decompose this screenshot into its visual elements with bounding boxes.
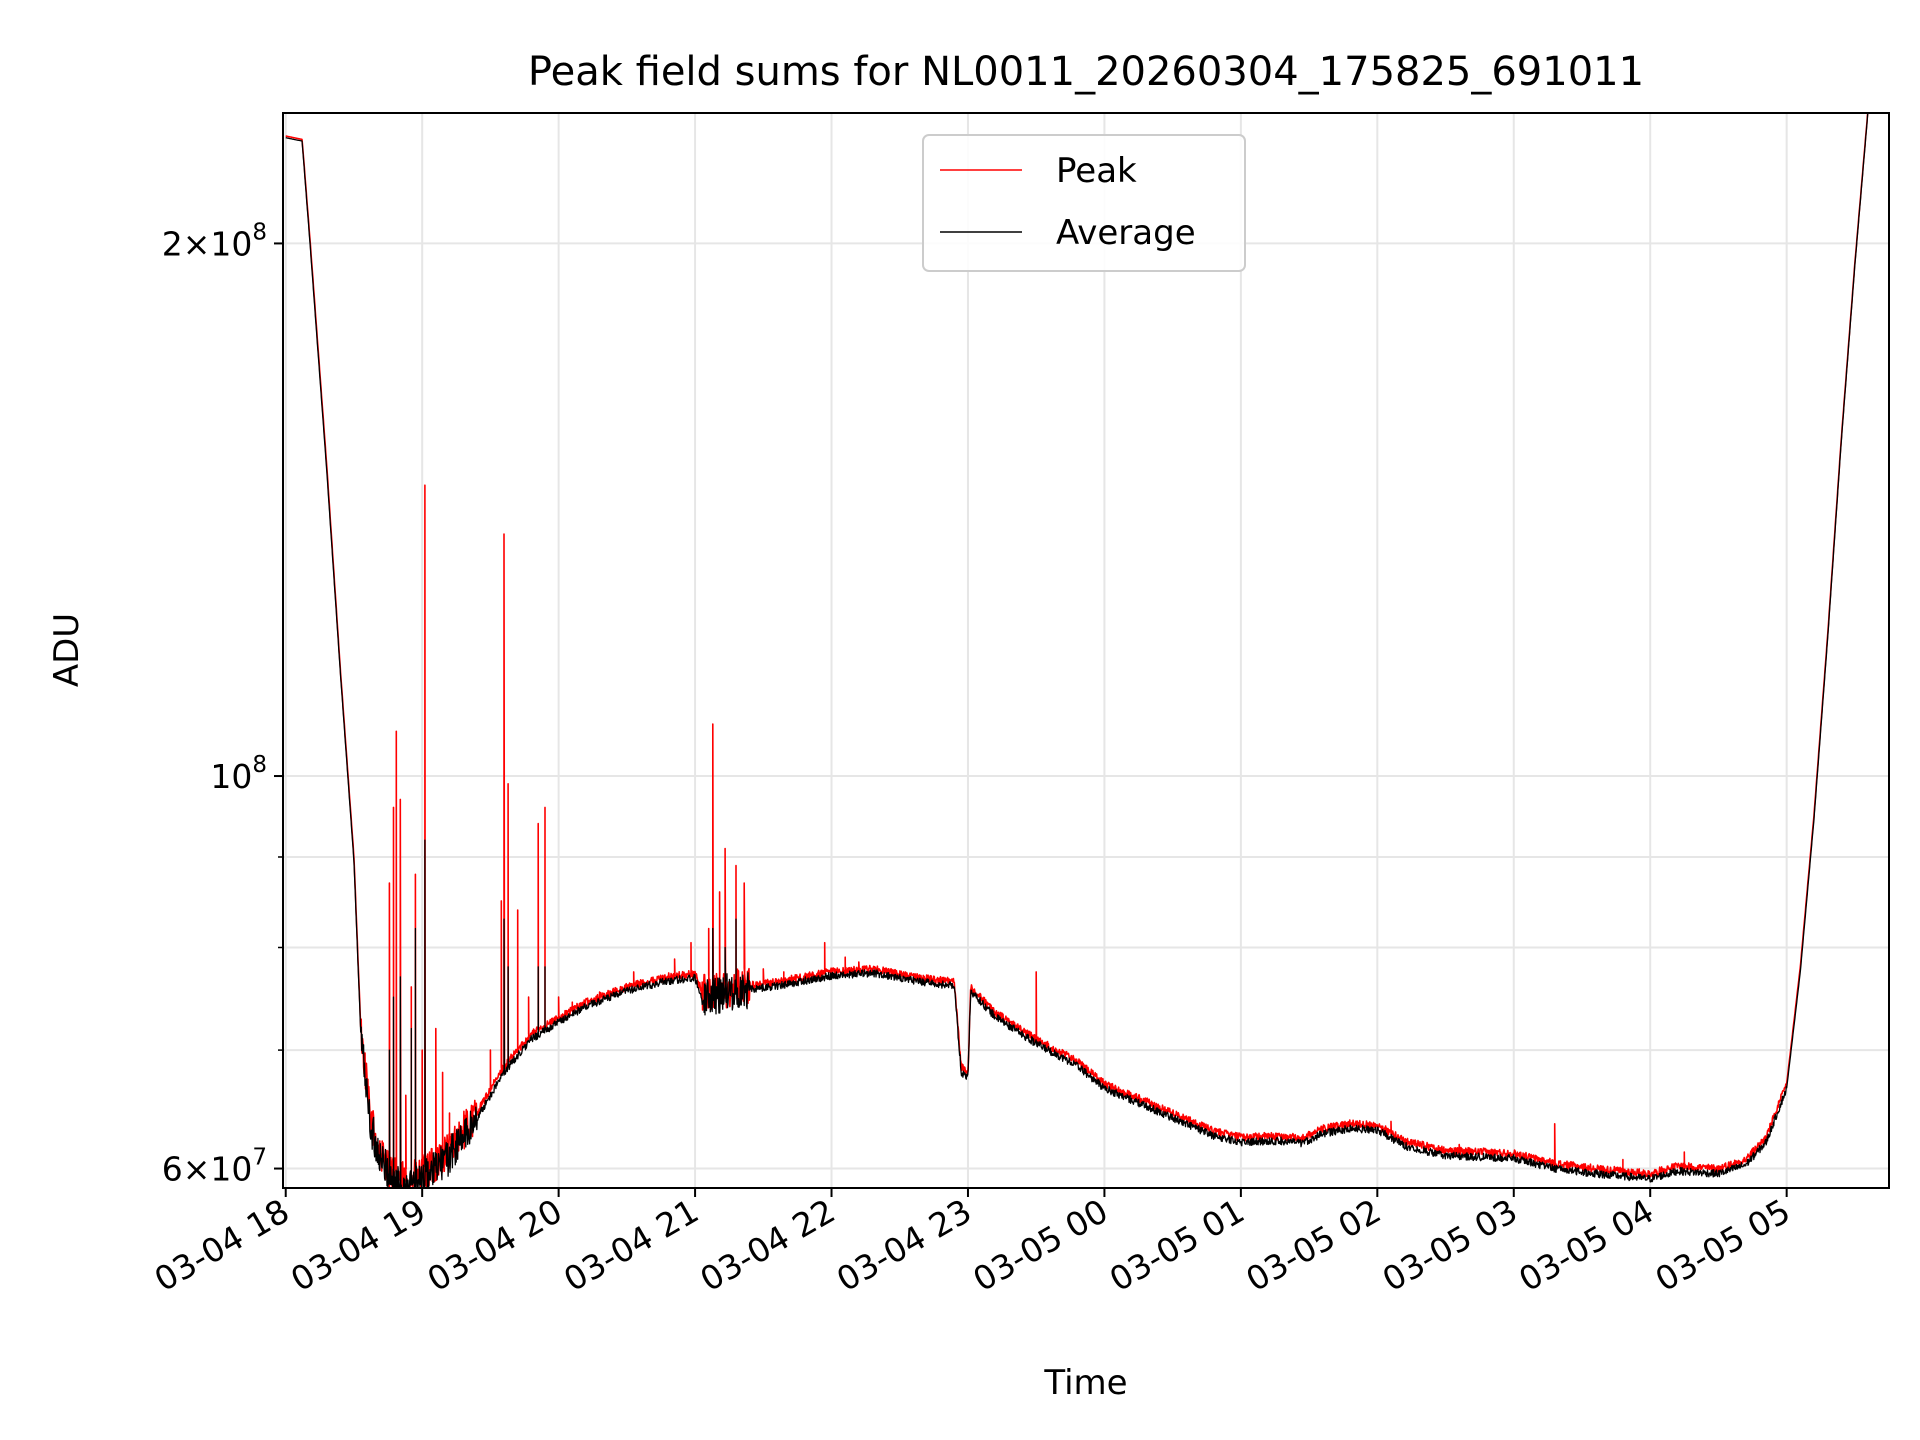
grid (283, 113, 1889, 1188)
y-tick-label: 6×107 (162, 1145, 267, 1189)
plot-frame (282, 112, 1890, 1189)
legend-box (922, 134, 1246, 272)
legend: Peak Average (922, 134, 1246, 272)
series-line-average (285, 113, 1869, 1188)
legend-label-peak: Peak (1056, 151, 1137, 191)
legend-label-average: Average (1056, 213, 1196, 253)
y-axis: 6×107 108 2×108 (162, 219, 283, 1189)
y-tick-label: 108 (210, 752, 267, 796)
series-layer (285, 113, 1869, 1188)
y-axis-label: ADU (47, 613, 87, 687)
y-tick-label: 2×108 (162, 219, 267, 263)
chart-title: Peak field sums for NL0011_20260304_1758… (528, 49, 1644, 95)
x-axis-label: Time (1043, 1363, 1127, 1403)
